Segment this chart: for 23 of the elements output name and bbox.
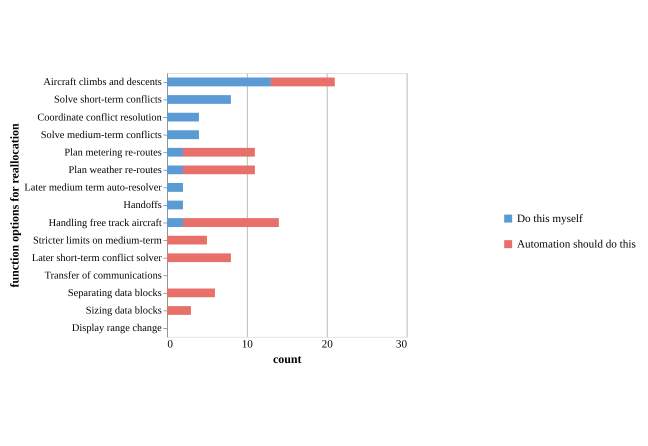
x-tick-label: 30 bbox=[396, 338, 408, 351]
y-tick-label: Stricter limits on medium-term bbox=[32, 235, 162, 246]
y-tick-label: Handling free track aircraft bbox=[48, 218, 162, 229]
y-axis-title: function options for reallocation bbox=[8, 122, 22, 288]
y-tick-label: Solve medium-term conflicts bbox=[40, 130, 162, 141]
y-tick-label: Solve short-term conflicts bbox=[54, 94, 162, 106]
legend-label: Automation should do this bbox=[516, 238, 636, 250]
y-tick-label: Coordinate conflict resolution bbox=[37, 112, 163, 124]
y-tick-label: Aircraft climbs and descents bbox=[43, 77, 162, 88]
legend-label: Do this myself bbox=[516, 212, 584, 225]
x-tick-label: 10 bbox=[242, 338, 254, 351]
y-tick-label: Later medium term auto-resolver bbox=[24, 182, 162, 194]
y-tick-label: Handoffs bbox=[123, 200, 162, 212]
y-tick-label: Separating data blocks bbox=[68, 288, 162, 300]
x-axis-title: count bbox=[272, 352, 302, 366]
y-tick-label: Transfer of communications bbox=[44, 270, 162, 282]
y-tick-label: Sizing data blocks bbox=[86, 306, 162, 317]
x-tick-label: 0 bbox=[167, 338, 174, 351]
y-tick-label: Display range change bbox=[72, 323, 162, 334]
y-tick-label: Plan metering re-routes bbox=[64, 147, 162, 158]
x-tick-label: 20 bbox=[322, 338, 334, 351]
y-tick-label: Plan weather re-routes bbox=[68, 165, 162, 176]
y-tick-label: Later short-term conflict solver bbox=[32, 252, 162, 264]
